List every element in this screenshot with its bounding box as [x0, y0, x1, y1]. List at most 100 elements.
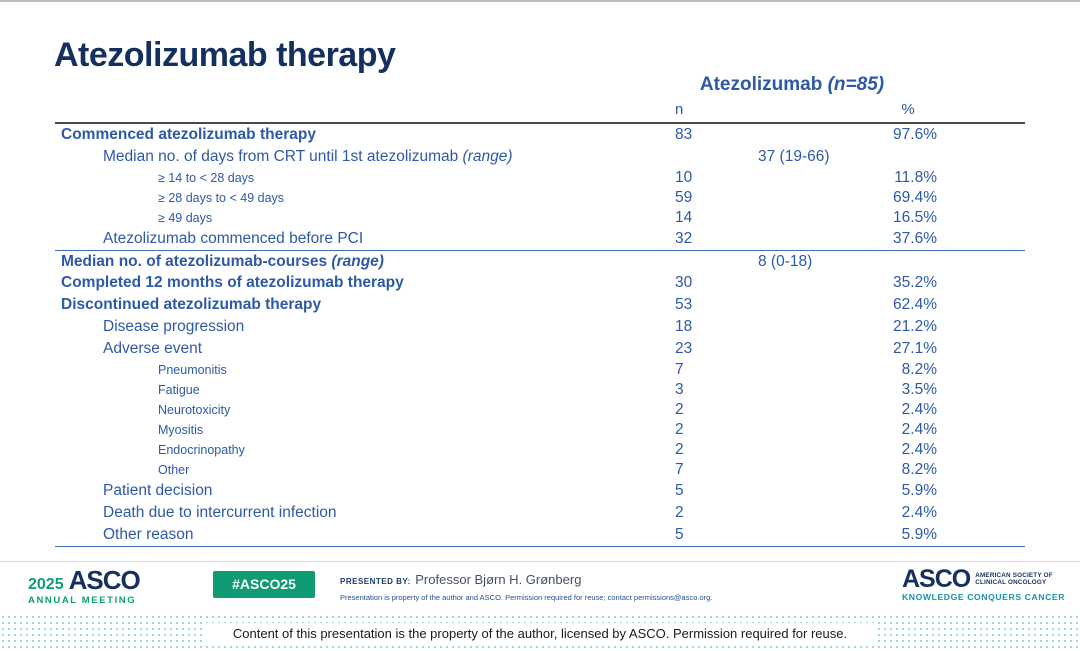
row-pct-value: 5.9% — [901, 526, 937, 543]
table-row: Death due to intercurrent infection 2 2.… — [55, 502, 1025, 524]
reuse-notice-text: Content of this presentation is the prop… — [204, 623, 876, 644]
asco-logo-tagline: AMERICAN SOCIETY OF CLINICAL ONCOLOGY — [975, 571, 1053, 587]
meeting-name: ANNUAL MEETING — [28, 595, 137, 606]
row-pct-value: 8.2% — [901, 461, 937, 478]
row-label: Endocrinopathy — [158, 443, 245, 457]
group-header-name: Atezolizumab — [699, 74, 823, 95]
meeting-year: 2025 — [28, 576, 64, 593]
row-pct-value: 21.2% — [893, 318, 937, 335]
hashtag-badge: #ASCO25 — [213, 571, 315, 598]
row-pct-value: 5.9% — [901, 482, 937, 499]
row-label: Adverse event — [103, 340, 203, 357]
asco-annual-meeting-logo: 2025 ASCO ANNUAL MEETING — [28, 565, 141, 606]
table-rows: Commenced atezolizumab therapy 83 97.6% … — [55, 124, 1025, 546]
table-row: Disease progression 18 21.2% — [55, 316, 1025, 338]
row-pct-value: 27.1% — [893, 340, 937, 357]
row-label: ≥ 28 days to < 49 days — [158, 191, 285, 205]
table-row: Commenced atezolizumab therapy 83 97.6% — [55, 124, 1025, 146]
row-n-value: 30 — [675, 274, 693, 291]
column-header-pct: % — [901, 101, 915, 118]
table-row: Patient decision 5 5.9% — [55, 480, 1025, 502]
row-pct-value: 97.6% — [893, 126, 937, 143]
atezolizumab-table: Atezolizumab (n=85) n % Commenced atezol… — [55, 72, 1025, 547]
presented-by-label: PRESENTED BY: — [340, 577, 411, 586]
table-bottom-rule — [55, 546, 1025, 547]
row-pct-value: 2.4% — [901, 504, 937, 521]
row-n-value: 53 — [675, 296, 693, 313]
row-pct-value: 69.4% — [893, 189, 937, 206]
row-pct-value: 2.4% — [901, 421, 937, 438]
row-label: Other — [158, 463, 190, 477]
row-n-value: 18 — [675, 318, 693, 335]
table-header: Atezolizumab (n=85) n % — [55, 72, 1025, 124]
row-n-value: 2 — [675, 421, 684, 438]
row-label: Completed 12 months of atezolizumab ther… — [61, 274, 404, 291]
row-label: Discontinued atezolizumab therapy — [61, 296, 322, 313]
row-label: Disease progression — [103, 318, 245, 335]
table-row: Fatigue 3 3.5% — [55, 380, 1025, 400]
row-pct-value: 3.5% — [901, 381, 937, 398]
row-label: Other reason — [103, 526, 194, 543]
row-n-value: 2 — [675, 504, 684, 521]
table-row: Adverse event 23 27.1% — [55, 338, 1025, 360]
group-header-n: (n=85) — [827, 74, 885, 95]
row-label: Death due to intercurrent infection — [103, 504, 337, 521]
permission-note: Presentation is property of the author a… — [340, 593, 713, 602]
meeting-org: ASCO — [68, 565, 141, 595]
table-row: Other reason 5 5.9% — [55, 524, 1025, 546]
reuse-notice-bar: Content of this presentation is the prop… — [0, 614, 1080, 651]
row-label: ≥ 14 to < 28 days — [158, 171, 255, 185]
asco-logo-text: ASCO — [902, 565, 971, 593]
row-median-value: 37 (19-66) — [758, 148, 830, 165]
page-title: Atezolizumab therapy — [54, 36, 396, 74]
row-label: Fatigue — [158, 383, 200, 397]
row-n-value: 7 — [675, 461, 684, 478]
table-row: Neurotoxicity 2 2.4% — [55, 400, 1025, 420]
row-label: Neurotoxicity — [158, 403, 231, 417]
table-row: ≥ 28 days to < 49 days 59 69.4% — [55, 188, 1025, 208]
row-pct-value: 62.4% — [893, 296, 937, 313]
row-n-value: 5 — [675, 526, 684, 543]
row-n-value: 10 — [675, 169, 693, 186]
row-pct-value: 2.4% — [901, 441, 937, 458]
table-row: Discontinued atezolizumab therapy 53 62.… — [55, 294, 1025, 316]
table-row: Myositis 2 2.4% — [55, 420, 1025, 440]
table-row: Completed 12 months of atezolizumab ther… — [55, 272, 1025, 294]
slide-footer: 2025 ASCO ANNUAL MEETING #ASCO25 PRESENT… — [0, 561, 1080, 614]
row-label: Commenced atezolizumab therapy — [61, 126, 316, 143]
asco-motto: KNOWLEDGE CONQUERS CANCER — [902, 592, 1066, 602]
row-n-value: 23 — [675, 340, 693, 357]
row-pct-value: 2.4% — [901, 401, 937, 418]
row-n-value: 7 — [675, 361, 684, 378]
row-pct-value: 8.2% — [901, 361, 937, 378]
table-group-header: Atezolizumab (n=85) — [592, 74, 992, 96]
row-pct-value: 11.8% — [894, 169, 937, 186]
row-note: (range) — [327, 253, 384, 270]
row-pct-value: 35.2% — [893, 274, 937, 291]
presented-by: PRESENTED BY: Professor Bjørn H. Grønber… — [340, 571, 581, 589]
row-n-value: 3 — [675, 381, 684, 398]
row-label: ≥ 49 days — [158, 211, 213, 225]
row-label: Median no. of days from CRT until 1st at… — [103, 148, 459, 165]
row-n-value: 5 — [675, 482, 684, 499]
asco-society-logo: ASCO AMERICAN SOCIETY OF CLINICAL ONCOLO… — [902, 565, 1066, 603]
table-row: Atezolizumab commenced before PCI 32 37.… — [55, 228, 1025, 250]
row-n-value: 2 — [675, 441, 684, 458]
table-row: Other 7 8.2% — [55, 460, 1025, 480]
row-n-value: 14 — [675, 209, 693, 226]
table-row: Median no. of days from CRT until 1st at… — [55, 146, 1025, 168]
row-label: Median no. of atezolizumab-courses — [61, 253, 328, 270]
row-note: (range) — [458, 148, 513, 165]
table-row: ≥ 49 days 14 16.5% — [55, 208, 1025, 228]
row-label: Pneumonitis — [158, 363, 227, 377]
row-n-value: 32 — [675, 230, 693, 247]
table-row: ≥ 14 to < 28 days 10 11.8% — [55, 168, 1025, 188]
row-label: Myositis — [158, 423, 204, 437]
table-row: Endocrinopathy 2 2.4% — [55, 440, 1025, 460]
row-pct-value: 37.6% — [893, 230, 937, 247]
row-label: Patient decision — [103, 482, 213, 499]
row-label: Atezolizumab commenced before PCI — [103, 230, 364, 247]
row-median-value: 8 (0-18) — [758, 253, 813, 270]
row-n-value: 59 — [675, 189, 693, 206]
